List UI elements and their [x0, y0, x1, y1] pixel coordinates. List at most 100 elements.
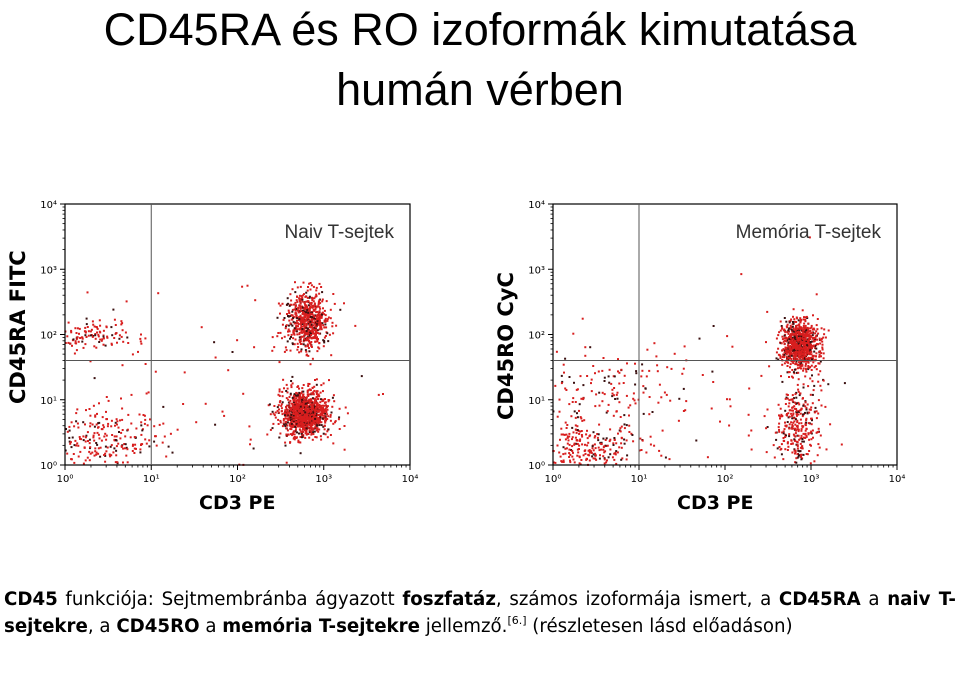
event-point [324, 401, 327, 404]
event-point [313, 309, 316, 312]
event-point [296, 342, 299, 345]
event-point [132, 443, 134, 446]
event-point [565, 433, 568, 436]
event-point [299, 407, 302, 410]
event-point [293, 393, 296, 396]
event-point [698, 337, 701, 340]
event-point [810, 324, 813, 327]
caption-part: (részletesen lásd előadáson) [526, 616, 793, 637]
event-point [295, 326, 298, 329]
event-point [801, 349, 803, 352]
event-point [305, 406, 308, 408]
event-point [815, 417, 818, 420]
event-point [649, 443, 652, 446]
event-point [799, 437, 802, 440]
event-point [820, 355, 822, 358]
event-point [597, 433, 600, 436]
event-point [785, 355, 788, 358]
event-point [290, 318, 293, 321]
event-point [320, 315, 323, 318]
event-point [788, 399, 791, 402]
event-point [321, 414, 324, 417]
event-point [810, 432, 813, 435]
event-point [300, 310, 303, 312]
event-point [792, 333, 795, 336]
event-point [307, 286, 309, 288]
event-point [289, 407, 292, 410]
event-point [287, 328, 290, 331]
event-point [594, 447, 597, 450]
event-point [283, 423, 286, 426]
event-point [284, 409, 287, 412]
event-point [133, 447, 136, 450]
event-point [789, 324, 792, 327]
event-point [588, 450, 591, 453]
event-point [278, 361, 281, 364]
event-point [124, 447, 126, 450]
event-point [328, 399, 331, 402]
event-point [302, 428, 304, 431]
event-point [603, 376, 606, 379]
event-point [288, 411, 291, 414]
event-point [787, 342, 790, 345]
event-point [576, 454, 579, 457]
event-point [800, 365, 803, 368]
event-point [296, 319, 298, 322]
event-point [812, 389, 815, 392]
event-point [803, 333, 806, 336]
event-point [322, 382, 325, 385]
event-point [71, 344, 73, 347]
event-point [286, 421, 289, 424]
event-point [91, 451, 94, 454]
event-point [120, 323, 123, 326]
event-point [313, 420, 316, 423]
event-point [346, 412, 349, 415]
event-point [73, 425, 76, 428]
event-point [289, 409, 292, 412]
event-point [799, 328, 802, 331]
event-point [296, 386, 299, 388]
event-point [324, 433, 327, 436]
event-point [809, 393, 812, 396]
event-point [808, 366, 811, 369]
event-point [268, 403, 271, 406]
event-point [291, 342, 294, 345]
event-point [308, 329, 310, 331]
event-point [140, 421, 143, 424]
event-point [297, 395, 300, 398]
event-point [301, 306, 304, 309]
event-point [577, 451, 580, 454]
event-point [794, 340, 797, 343]
event-point [119, 437, 122, 440]
event-point [310, 421, 313, 424]
event-point [287, 330, 289, 333]
event-point [303, 406, 306, 409]
event-point [782, 458, 785, 461]
event-point [105, 396, 108, 398]
event-point [791, 426, 793, 429]
event-point [613, 458, 616, 461]
event-point [279, 421, 282, 424]
event-point [799, 442, 802, 445]
event-point [819, 434, 822, 437]
event-point [95, 423, 98, 426]
event-point [308, 318, 311, 321]
event-point [785, 320, 788, 323]
event-point [576, 429, 579, 431]
event-point [781, 327, 784, 330]
event-point [790, 333, 793, 336]
event-point [86, 291, 89, 294]
event-point [804, 343, 806, 346]
event-point [790, 318, 793, 321]
event-point [311, 311, 314, 313]
event-point [809, 327, 812, 330]
event-point [804, 358, 807, 361]
event-point [292, 419, 295, 422]
event-point [214, 423, 217, 426]
event-point [285, 405, 287, 408]
event-point [794, 449, 797, 452]
event-point [815, 343, 818, 346]
event-point [604, 444, 607, 447]
event-point [790, 351, 792, 354]
event-point [293, 418, 295, 421]
